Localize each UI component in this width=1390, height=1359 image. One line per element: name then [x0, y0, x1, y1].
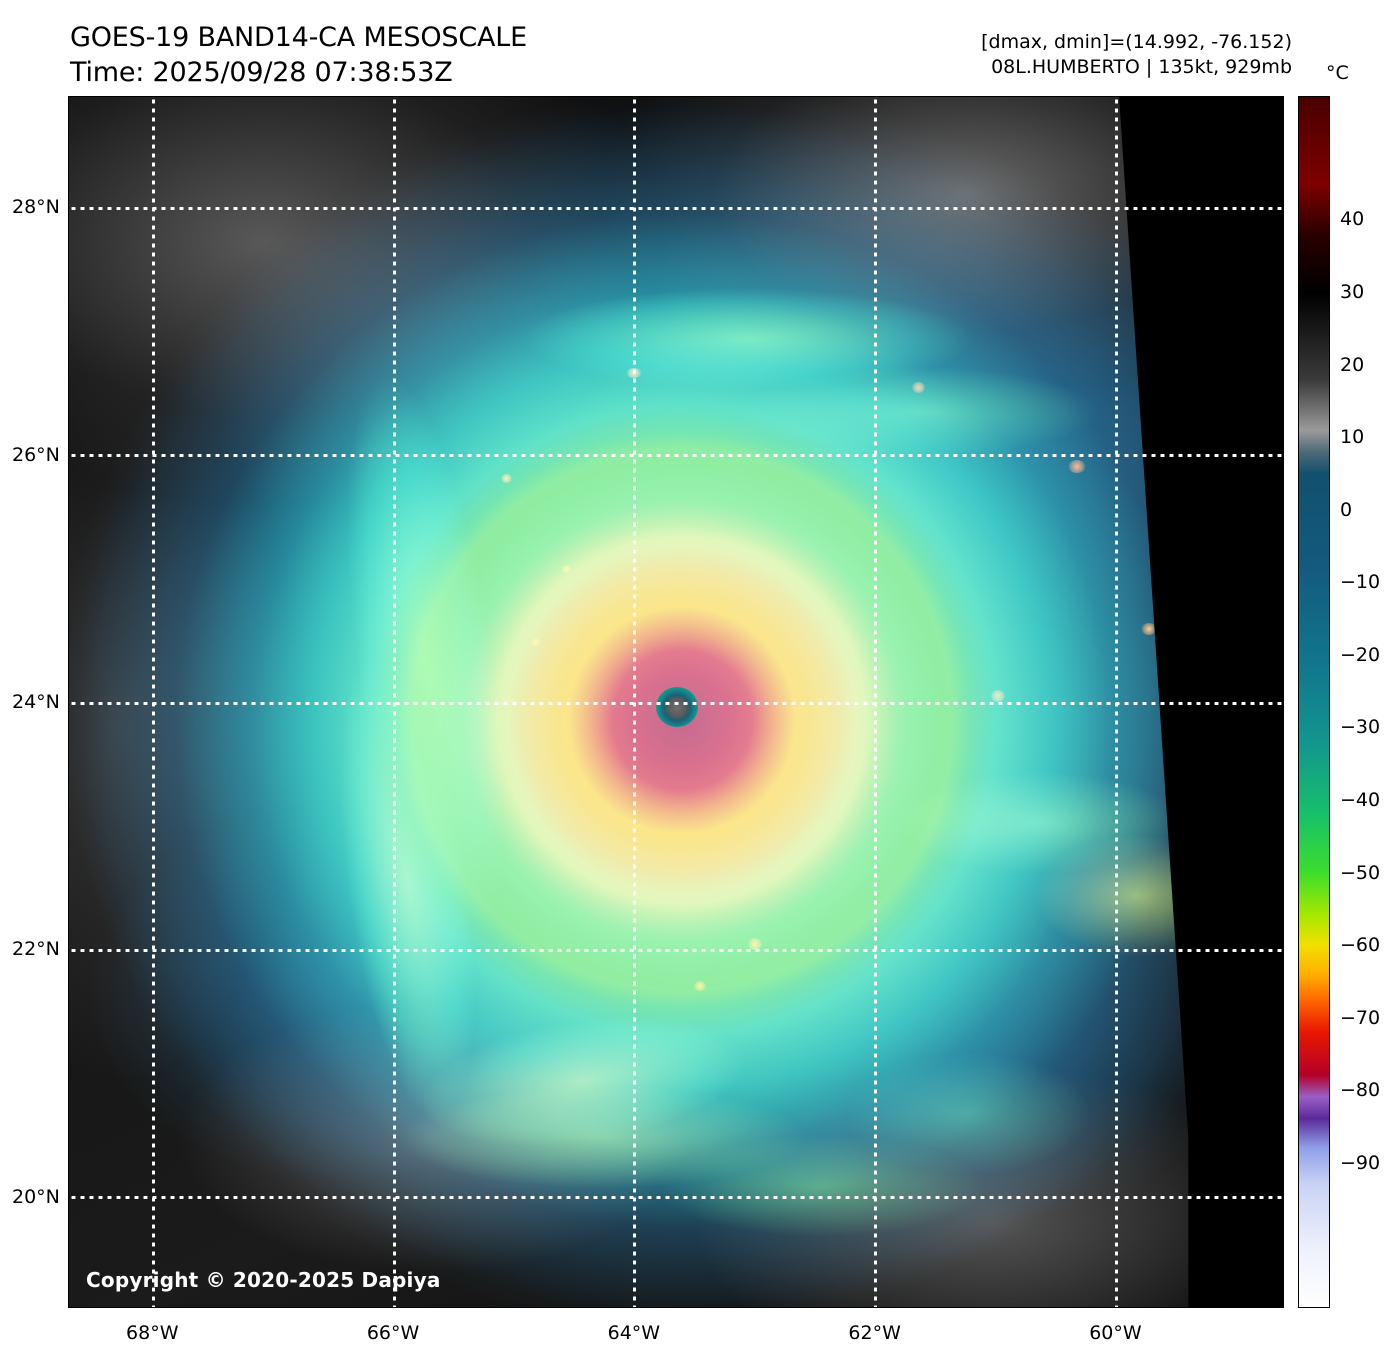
colorbar-tick-8: −40	[1340, 788, 1381, 811]
hot-tower-8	[531, 637, 542, 646]
colorbar-tick-0: 40	[1340, 208, 1365, 231]
satellite-imagery-plot[interactable]: Copyright © 2020-2025 Dapiya	[68, 96, 1284, 1308]
colorbar-tick-1: 30	[1340, 280, 1365, 303]
satellite-swath	[69, 97, 1189, 1307]
temperature-colorbar[interactable]	[1298, 96, 1330, 1308]
lat-tick-4: 20°N	[12, 1185, 60, 1208]
lon-tick-1: 66°W	[366, 1322, 420, 1344]
dmax-dmin-label: [dmax, dmin]=(14.992, -76.152)	[981, 31, 1292, 53]
lat-tick-2: 24°N	[12, 691, 60, 713]
lon-tick-3: 62°W	[848, 1322, 901, 1344]
hot-tower-5	[747, 938, 762, 950]
lon-tick-4: 60°W	[1089, 1322, 1142, 1344]
colorbar-tick-3: 10	[1340, 426, 1365, 449]
colorbar-tick-11: −70	[1340, 1006, 1381, 1029]
lon-tick-2: 64°W	[607, 1322, 661, 1344]
lon-tick-0: 68°W	[126, 1322, 179, 1344]
colorbar-tick-10: −60	[1340, 934, 1381, 957]
page-title: GOES-19 BAND14-CA MESOSCALE	[70, 22, 527, 53]
colorbar-gradient	[1299, 97, 1329, 1307]
hot-tower-3	[1067, 459, 1086, 473]
hot-tower-2	[500, 473, 512, 483]
lat-tick-1: 26°N	[12, 443, 60, 466]
colorbar-tick-5: −10	[1340, 571, 1381, 594]
hot-tower-0	[625, 367, 642, 378]
colorbar-tick-7: −30	[1340, 716, 1381, 739]
lat-tick-0: 28°N	[12, 196, 60, 219]
colorbar-tick-13: −90	[1340, 1151, 1381, 1174]
colorbar-tick-12: −80	[1340, 1079, 1381, 1102]
colorbar-tick-4: 0	[1340, 498, 1353, 521]
colorbar-tick-9: −50	[1340, 861, 1381, 884]
hot-tower-4	[990, 689, 1005, 702]
header-right: [dmax, dmin]=(14.992, -76.152) 08L.HUMBE…	[981, 30, 1292, 80]
hot-tower-1	[912, 381, 926, 393]
hot-tower-6	[694, 981, 707, 992]
header-left: GOES-19 BAND14-CA MESOSCALE Time: 2025/0…	[70, 20, 527, 90]
timestamp-label: Time: 2025/09/28 07:38:53Z	[70, 57, 453, 89]
colorbar-unit-label: °C	[1326, 62, 1349, 84]
colorbar-tick-2: 20	[1340, 353, 1365, 376]
storm-info-label: 08L.HUMBERTO | 135kt, 929mb	[991, 56, 1292, 79]
hot-tower-7	[562, 564, 572, 573]
lat-tick-3: 22°N	[12, 938, 60, 961]
colorbar-tick-6: −20	[1340, 643, 1381, 666]
copyright-label: Copyright © 2020-2025 Dapiya	[86, 1268, 441, 1292]
storm-eye	[656, 686, 699, 727]
hot-tower-9	[1141, 623, 1158, 636]
